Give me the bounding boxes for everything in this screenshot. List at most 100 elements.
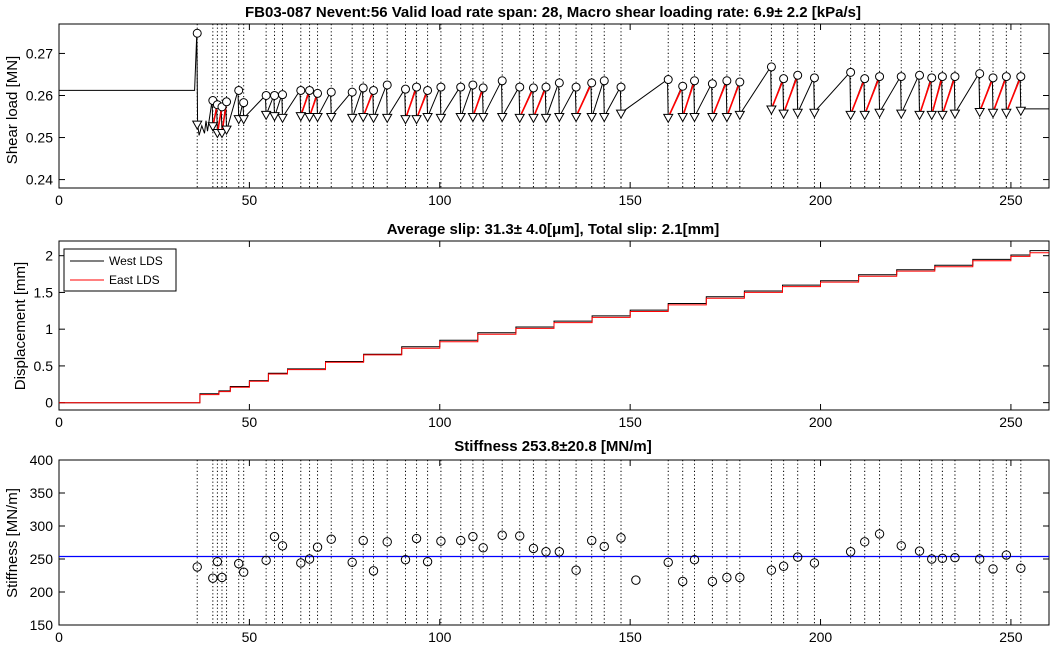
trough-marker-28 [540,113,552,124]
x-tick-label-1: 50 [242,629,258,645]
stiffness-point-0 [192,562,202,572]
stiffness-point-28 [554,547,565,557]
trough-marker-37 [707,113,718,123]
red-link-13 [681,80,696,117]
stiffness-point-12 [326,534,336,544]
stiffness-point-44 [845,547,856,557]
stiffness-point-46 [874,529,885,539]
stiffness-point-23 [478,543,488,553]
y-tick-label-1: 200 [30,584,54,600]
peak-marker-20 [423,85,433,95]
peak-marker-4 [222,97,232,107]
stiffness-point-14 [358,535,368,546]
trough-marker-51 [949,109,961,120]
y-tick-label-4: 350 [30,485,54,501]
stiffness-point-35 [678,576,688,587]
shear-load-title: FB03-087 Nevent:56 Valid load rate span:… [245,4,861,21]
stiffness-point-5 [238,567,249,577]
peak-marker-25 [497,76,507,86]
x-tick-label-3: 150 [618,629,642,645]
y-tick-label-0: 150 [30,617,54,633]
trough-marker-41 [778,109,789,120]
trough-marker-12 [312,113,323,123]
red-link-11 [575,82,593,117]
x-tick-label-2: 100 [428,629,452,645]
red-link-24 [992,76,1008,113]
trough-marker-16 [368,113,379,124]
y-tick-label-0: 0.24 [26,172,53,188]
stiffness-point-45 [860,537,870,547]
y-tick-label-3: 1.5 [34,284,54,300]
stiffness-point-50 [937,553,948,564]
stiffness-point-33 [631,575,641,585]
peak-marker-14 [347,87,357,97]
peak-marker-9 [278,90,288,100]
x-tick-label-2: 100 [428,192,452,208]
red-link-10 [532,86,547,118]
trough-marker-54 [1000,108,1012,119]
peak-marker-28 [541,82,551,92]
axes-box [58,459,1050,626]
stiffness-point-53 [988,564,998,574]
peak-marker-42 [793,70,803,80]
displacement-ylabel: Displacement [mm] [12,262,29,390]
stiffness-point-25 [515,531,525,541]
trough-marker-32 [598,113,610,123]
stiffness-point-55 [1016,563,1026,573]
x-tick-label-0: 0 [55,629,63,645]
stiffness-point-30 [586,535,597,546]
trough-marker-21 [435,113,447,124]
y-tick-label-2: 250 [30,551,54,567]
trough-marker-25 [496,113,508,123]
stiffness-point-9 [296,558,306,568]
trough-marker-1 [207,122,219,132]
peak-marker-24 [478,83,488,93]
panel-stiffness: Stiffness 253.8±20.8 [MN/m] Stiffness [M… [4,438,1050,645]
stiffness-point-26 [528,543,539,554]
trough-marker-9 [277,113,288,124]
peak-marker-50 [937,72,947,82]
peak-marker-43 [809,73,819,83]
peak-marker-21 [436,82,446,92]
stiffness-point-15 [368,566,379,576]
red-link-7 [415,90,429,119]
stiffness-point-1 [208,573,218,583]
trough-marker-26 [514,113,526,124]
trough-marker-17 [381,113,393,124]
stiffness-point-17 [400,554,411,565]
trough-marker-27 [528,113,539,124]
peak-marker-22 [456,82,466,92]
x-tick-label-1: 50 [242,192,258,208]
peak-marker-13 [326,87,336,97]
peak-marker-45 [860,74,870,84]
peak-marker-36 [690,76,700,86]
trough-marker-34 [662,113,674,124]
peak-marker-10 [296,85,306,95]
red-link-21 [930,76,944,115]
trough-marker-29 [553,113,565,123]
x-tick-label-5: 250 [999,629,1023,645]
peak-marker-41 [779,74,789,84]
stiffness-point-10 [304,554,315,564]
trough-marker-33 [615,109,627,120]
stiffness-point-27 [541,547,551,557]
red-link-12 [667,85,684,118]
stiffness-point-6 [261,555,271,566]
peak-marker-0 [192,28,202,38]
trough-marker-7 [260,110,272,121]
trough-marker-15 [357,113,369,123]
peak-marker-34 [663,75,673,85]
peak-marker-39 [735,77,745,87]
peak-marker-8 [270,90,280,100]
red-link-9 [519,87,535,118]
stiffness-point-32 [616,533,626,543]
trough-marker-52 [974,107,986,118]
trough-marker-36 [689,113,700,123]
trough-marker-30 [570,113,582,123]
stiffness-point-38 [722,572,732,583]
stiffness-point-49 [927,554,937,564]
x-tick-label-5: 250 [999,192,1023,208]
peak-marker-51 [950,72,960,82]
trough-marker-4 [221,125,232,136]
stiffness-point-3 [217,572,227,583]
